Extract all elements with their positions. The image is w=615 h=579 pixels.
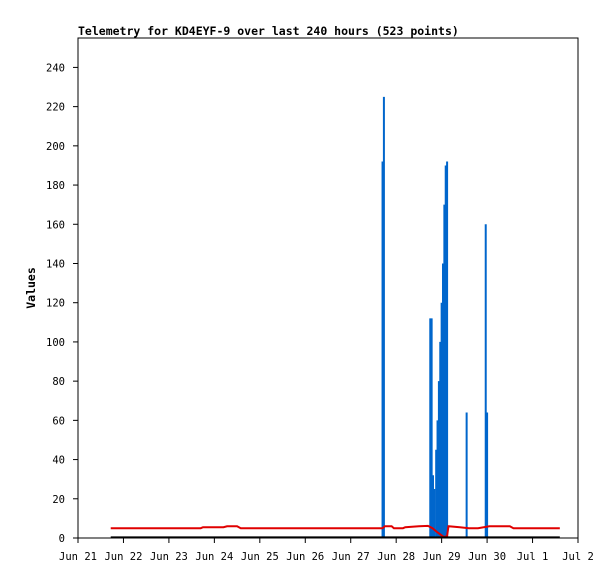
y-tick-label: 40	[52, 455, 65, 467]
y-tick-label: 240	[46, 62, 65, 74]
series-line	[110, 524, 560, 539]
plot-area	[77, 37, 579, 539]
x-tick-label: Jun 23	[150, 551, 188, 563]
y-axis: 0 20 40 60 80 100 120 140 160 180 200 220 240	[46, 62, 78, 545]
x-tick-label: Jun 27	[332, 551, 370, 563]
x-tick-label: Jun 30	[468, 551, 506, 563]
x-tick-label: Jun 22	[104, 551, 142, 563]
x-tick-label: Jun 24	[195, 551, 233, 563]
x-tick-label: Jul 2	[562, 551, 594, 563]
x-tick-label: Jun 21	[59, 551, 97, 563]
y-tick-label: 80	[52, 376, 65, 388]
y-tick-label: 200	[46, 141, 65, 153]
y-tick-label: 100	[46, 337, 65, 349]
y-tick-label: 0	[59, 533, 65, 545]
x-tick-label: Jun 29	[423, 551, 461, 563]
y-axis-label: Values	[24, 267, 38, 309]
chart-title: Telemetry for KD4EYF-9 over last 240 hou…	[78, 24, 459, 38]
series-layer	[110, 96, 560, 539]
y-tick-label: 140	[46, 258, 65, 270]
x-tick-label: Jun 28	[377, 551, 415, 563]
x-tick-label: Jun 25	[241, 551, 279, 563]
y-tick-label: 120	[46, 298, 65, 310]
x-axis: Jun 21 Jun 22 Jun 23 Jun 24 Jun 25 Jun 26 Jun …	[59, 538, 594, 563]
y-tick-label: 60	[52, 415, 65, 427]
y-tick-label: 220	[46, 102, 65, 114]
x-tick-label: Jun 26	[286, 551, 324, 563]
y-tick-label: 20	[52, 494, 65, 506]
x-tick-label: Jul 1	[517, 551, 549, 563]
y-tick-label: 160	[46, 219, 65, 231]
y-tick-label: 180	[46, 180, 65, 192]
